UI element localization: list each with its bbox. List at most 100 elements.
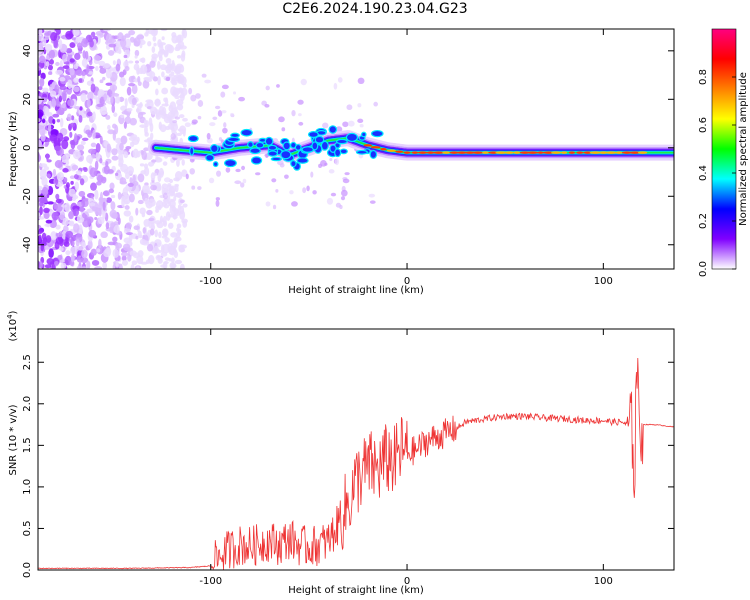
spectrogram-noise-mark: [38, 230, 43, 235]
spectrogram-noise-mark: [335, 202, 342, 208]
spectrogram-noise-mark: [167, 214, 175, 218]
spectrogram-noise-mark: [271, 178, 277, 183]
spectrogram-noise-mark: [68, 221, 72, 225]
spectrogram-noise-mark: [78, 115, 83, 123]
spectrogram-noise-mark: [215, 199, 220, 207]
spectrogram-noise-mark: [139, 124, 147, 128]
spectrogram-noise-mark: [87, 71, 94, 75]
spectrogram-noise-mark: [81, 137, 89, 142]
spectrogram-noise-mark: [73, 77, 79, 83]
spectrogram-peak-mark: [589, 151, 602, 154]
spectrogram-noise-mark: [74, 105, 80, 110]
spectrogram-noise-mark: [340, 196, 346, 201]
spectrogram-noise-mark: [151, 221, 155, 230]
spectrogram-frame: [37, 28, 675, 270]
spectrogram-noise-mark: [56, 118, 61, 123]
spectrogram-noise-mark: [155, 184, 162, 192]
spectrogram-noise-mark: [55, 232, 63, 238]
spectrogram-noise-mark: [221, 110, 227, 114]
spectrogram-noise-mark: [98, 238, 102, 249]
spectrogram-signal-blob: [314, 135, 325, 144]
spectrogram-noise-mark: [125, 145, 132, 150]
spectrogram-noise-mark: [66, 113, 72, 122]
colorbar-tick-label: 0.6: [698, 117, 709, 133]
spectrogram-noise-mark: [163, 220, 168, 227]
spectrogram-noise-mark: [44, 223, 51, 227]
spectrogram-noise-mark: [38, 66, 42, 71]
spectrogram-noise-mark: [59, 247, 64, 251]
spectrogram-peak-mark: [537, 151, 544, 154]
spectrogram-noise-mark: [101, 111, 108, 115]
spectrogram-noise-mark: [96, 248, 101, 253]
spectrogram-noise-mark: [163, 113, 171, 124]
spectrogram-noise-mark: [157, 39, 162, 48]
spectrogram-noise-mark: [134, 60, 140, 64]
spectrogram-noise-mark: [90, 248, 97, 256]
spectrogram-noise-mark: [69, 58, 75, 63]
spectrogram-noise-mark: [80, 140, 86, 146]
spectrogram-noise-mark: [69, 42, 76, 48]
spectrogram-noise-mark: [133, 37, 141, 47]
spectrogram-noise-mark: [145, 152, 153, 161]
spectrogram-noise-mark: [64, 202, 71, 213]
spectrogram-noise-mark: [162, 161, 168, 166]
spectrogram-noise-mark: [69, 122, 76, 128]
spectrogram-noise-mark: [62, 53, 68, 63]
spectrogram-noise-mark: [115, 260, 119, 268]
spectrogram-noise-mark: [272, 204, 277, 210]
spectrogram-noise-mark: [174, 259, 183, 265]
spectrogram-noise-mark: [281, 127, 286, 132]
spectrogram-noise-mark: [78, 245, 84, 251]
spectrogram-noise-mark: [125, 222, 132, 229]
spectrogram-noise-mark: [106, 197, 112, 203]
spectrogram-noise-mark: [91, 153, 96, 159]
spectrogram-y-tick-label: 40: [22, 44, 33, 57]
spectrogram-noise-mark: [185, 173, 189, 180]
spectrogram-noise-mark: [70, 253, 75, 263]
spectrogram-noise-mark: [310, 171, 314, 178]
spectrogram-peak-mark: [504, 151, 514, 154]
snr-y-tick-label: 1.5: [22, 437, 33, 453]
spectrogram-noise-mark: [38, 139, 42, 148]
spectrogram-noise-mark: [39, 42, 43, 53]
spectrogram-noise-mark: [124, 38, 132, 49]
spectrogram-noise-mark: [80, 92, 87, 103]
spectrogram-noise-mark: [90, 142, 97, 148]
snr-y-label: SNR (10 * v/v): [8, 404, 19, 475]
spectrogram-noise-mark: [79, 178, 85, 186]
spectrogram-peak-mark: [432, 151, 445, 154]
spectrogram-noise-mark: [115, 43, 121, 54]
spectrogram-noise-mark: [64, 177, 68, 183]
spectrogram-noise-mark: [173, 195, 177, 202]
spectrogram-signal-blob: [360, 131, 367, 138]
spectrogram-noise-mark: [45, 138, 51, 143]
spectrogram-peak-mark: [442, 151, 451, 154]
spectrogram-noise-mark: [82, 212, 86, 219]
spectrogram-noise-mark: [120, 135, 128, 145]
spectrogram-noise-mark: [265, 85, 270, 91]
spectrogram-noise-mark: [46, 159, 52, 163]
spectrogram-noise-mark: [61, 103, 66, 109]
spectrogram-noise-mark: [141, 150, 148, 161]
spectrogram-noise-mark: [127, 60, 134, 64]
spectrogram-noise-mark: [61, 154, 70, 164]
spectrogram-noise-mark: [115, 95, 121, 104]
spectrogram-panel: -100 0 100 -40 -20 0 20 40 Height of straight …: [8, 28, 675, 296]
spectrogram-noise-mark: [48, 71, 53, 76]
spectrogram-noise-mark: [44, 43, 53, 52]
spectrogram-noise-mark: [95, 134, 101, 139]
spectrogram-noise-mark: [59, 74, 65, 78]
colorbar-tick-label: 0.4: [698, 165, 709, 181]
spectrogram-noise-mark: [115, 242, 123, 249]
spectrogram-signal-blob: [189, 146, 195, 156]
spectrogram-noise-mark: [174, 77, 180, 82]
spectrogram-noise-mark: [41, 186, 48, 197]
snr-x-tick-label: 100: [594, 576, 613, 587]
spectrogram-noise-mark: [341, 189, 348, 197]
spectrogram-x-tick-label: 100: [594, 276, 613, 287]
spectrogram-noise-mark: [128, 193, 135, 203]
spectrogram-noise-mark: [50, 231, 57, 241]
spectrogram-noise-mark: [62, 168, 69, 173]
spectrogram-noise-mark: [215, 197, 220, 201]
